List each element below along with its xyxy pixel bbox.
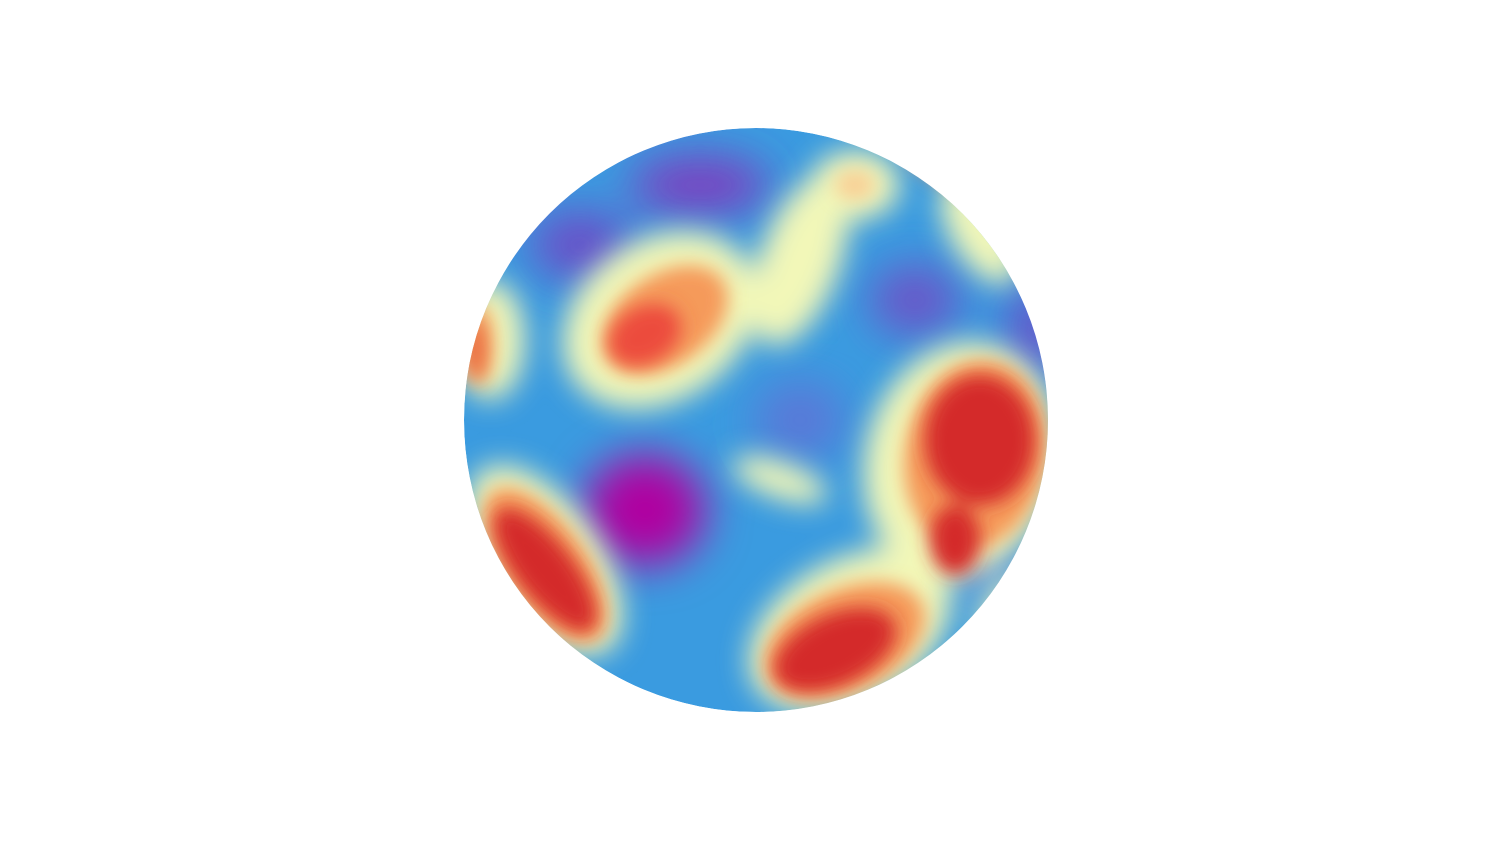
high-value-regions [467, 304, 1035, 692]
sphere[interactable] [437, 128, 1083, 746]
